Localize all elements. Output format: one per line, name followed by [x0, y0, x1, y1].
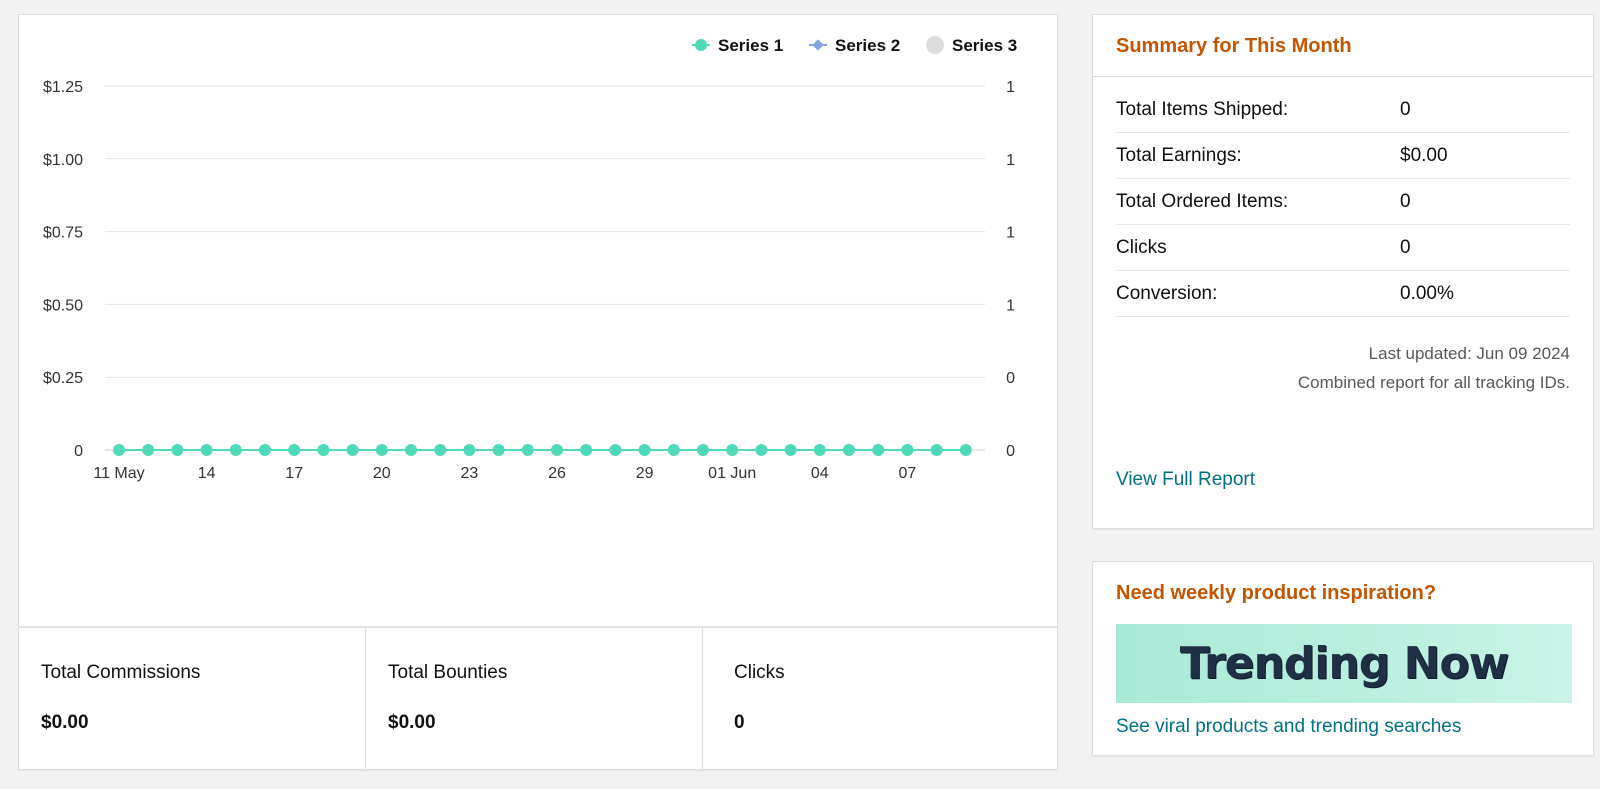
stat-label: Total Commissions: [41, 662, 201, 683]
y-tick-label: $1.25: [43, 79, 83, 96]
series-1-point: [755, 444, 768, 456]
stat-total-commissions: Total Commissions $0.00: [19, 628, 365, 769]
banner-text: Trending Now: [1179, 638, 1509, 689]
x-tick-label: 07: [899, 465, 917, 482]
promo-title: Need weekly product inspiration?: [1116, 582, 1437, 604]
promo-card: Need weekly product inspiration? Trendin…: [1092, 561, 1594, 756]
summary-card: Summary for This Month Total Items Shipp…: [1092, 14, 1594, 529]
summary-value: $0.00: [1400, 144, 1448, 166]
legend-diamond-icon: [812, 39, 824, 51]
y2-tick-label: 1: [1006, 79, 1015, 96]
series-1-point: [405, 444, 417, 456]
series-1-point: [229, 444, 242, 456]
stat-value: 0: [734, 712, 745, 733]
series-1-point: [200, 444, 213, 456]
stat-clicks: Clicks 0: [702, 628, 1055, 769]
x-tick-label: 01 Jun: [708, 465, 756, 482]
y-tick-label: $0.25: [43, 370, 83, 387]
series-1-point: [930, 444, 943, 456]
tracking-note: Combined report for all tracking IDs.: [1297, 373, 1570, 392]
summary-row-ordered-items: Total Ordered Items: 0: [1116, 179, 1570, 225]
y2-tick-label: 0: [1006, 443, 1015, 460]
series-1-point: [142, 444, 155, 456]
series-1-point: [959, 444, 972, 456]
summary-value: 0: [1400, 98, 1411, 120]
x-tick-label: 26: [548, 465, 566, 482]
series-1-point: [843, 444, 855, 456]
series-1-point: [375, 444, 388, 456]
series-1-point: [697, 444, 709, 456]
series-1-point: [726, 444, 739, 456]
y2-tick-label: 1: [1006, 152, 1015, 169]
summary-row-items-shipped: Total Items Shipped: 0: [1116, 87, 1570, 133]
series-1-point: [434, 444, 447, 456]
legend-circle-icon: [926, 36, 944, 54]
series-1-point: [784, 444, 797, 456]
series-1-point: [813, 444, 826, 456]
summary-label: Conversion:: [1116, 282, 1218, 304]
stat-total-bounties: Total Bounties $0.00: [365, 628, 702, 769]
series-1-point: [551, 444, 563, 456]
trending-now-banner[interactable]: Trending Now: [1116, 624, 1572, 703]
y-tick-label: 0: [74, 443, 83, 460]
stat-label: Total Bounties: [388, 662, 508, 683]
x-tick-label: 17: [285, 465, 303, 482]
series-1-point: [346, 444, 359, 456]
series-1-point: [288, 444, 301, 456]
series-1-point: [638, 444, 651, 456]
series-1-point: [492, 444, 505, 456]
series-1-point: [317, 444, 330, 456]
series-1-point: [901, 444, 914, 456]
y-tick-label: $1.00: [43, 152, 83, 169]
summary-value: 0: [1400, 190, 1411, 212]
summary-table: Total Items Shipped: 0 Total Earnings: $…: [1116, 87, 1570, 317]
x-tick-label: 23: [461, 465, 479, 482]
x-tick-label: 20: [373, 465, 391, 482]
summary-row-conversion: Conversion: 0.00%: [1116, 271, 1570, 317]
legend-label: Series 1: [718, 36, 783, 55]
earnings-chart-card: 0 0 $0.25 0 $0.50 1 $0.75 1 $1.00 1 $1.25 1 11 May 14…: [18, 14, 1058, 770]
series-1-point: [171, 444, 184, 456]
x-tick-label: 29: [636, 465, 654, 482]
y-tick-label: $0.50: [43, 297, 83, 314]
y2-tick-label: 1: [1006, 225, 1015, 242]
summary-meta: Last updated: Jun 09 2024 Combined repor…: [1093, 339, 1570, 397]
legend-label: Series 2: [835, 36, 900, 55]
summary-title: Summary for This Month: [1093, 15, 1593, 77]
stats-row: Total Commissions $0.00 Total Bounties $…: [19, 626, 1057, 769]
stat-value: $0.00: [41, 712, 89, 733]
y-tick-label: $0.75: [43, 225, 83, 242]
summary-label: Total Ordered Items:: [1116, 190, 1289, 212]
legend-circle-icon: [695, 39, 707, 51]
viral-products-link[interactable]: See viral products and trending searches: [1116, 716, 1462, 737]
x-tick-label: 11 May: [93, 465, 144, 482]
series-1-point: [259, 444, 271, 456]
series-1-point: [872, 444, 885, 456]
stat-value: $0.00: [388, 712, 436, 733]
series-1-point: [113, 444, 125, 456]
series-1-point: [609, 444, 622, 456]
summary-value: 0.00%: [1400, 282, 1454, 304]
summary-row-earnings: Total Earnings: $0.00: [1116, 133, 1570, 179]
summary-value: 0: [1400, 236, 1411, 258]
earnings-chart: 0 0 $0.25 0 $0.50 1 $0.75 1 $1.00 1 $1.25 1 11 May 14…: [43, 36, 1017, 482]
x-tick-label: 14: [198, 465, 216, 482]
summary-row-clicks: Clicks 0: [1116, 225, 1570, 271]
stat-label: Clicks: [734, 662, 785, 683]
summary-label: Clicks: [1116, 236, 1167, 258]
series-1-point: [580, 444, 593, 456]
last-updated-text: Last updated: Jun 09 2024: [1368, 344, 1570, 363]
y2-tick-label: 1: [1006, 297, 1015, 314]
summary-label: Total Earnings:: [1116, 144, 1242, 166]
summary-label: Total Items Shipped:: [1116, 98, 1289, 120]
y2-tick-label: 0: [1006, 370, 1015, 387]
legend-label: Series 3: [952, 36, 1017, 55]
view-full-report-link[interactable]: View Full Report: [1116, 469, 1256, 490]
series-1-point: [521, 444, 534, 456]
series-1-point: [463, 444, 476, 456]
series-1-point: [667, 444, 680, 456]
x-tick-label: 04: [811, 465, 829, 482]
